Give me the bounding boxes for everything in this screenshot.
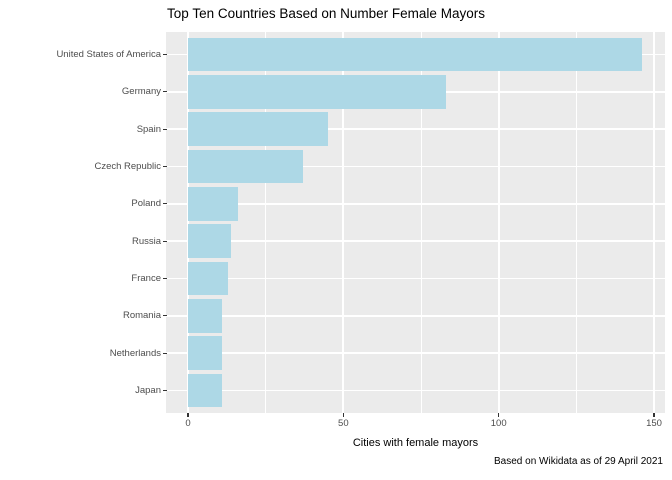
chart-caption: Based on Wikidata as of 29 April 2021 <box>494 456 663 467</box>
y-tick-mark <box>163 128 167 130</box>
bar <box>188 373 223 408</box>
y-tick-mark <box>163 165 167 168</box>
y-tick-mark <box>163 203 167 205</box>
y-tick-mark <box>163 277 167 280</box>
grid-major-vline <box>497 32 500 413</box>
y-axis-label: Netherlands <box>109 347 161 359</box>
grid-major-vline <box>187 32 189 413</box>
y-tick-mark <box>163 389 167 392</box>
grid-hline <box>166 352 665 354</box>
grid-hline <box>166 315 665 317</box>
grid-major-vline <box>653 32 656 413</box>
grid-hline <box>166 128 665 130</box>
y-tick-mark <box>163 53 167 55</box>
x-tick-mark <box>342 413 344 417</box>
chart-title: Top Ten Countries Based on Number Female… <box>167 6 485 21</box>
y-axis-label: France <box>131 273 161 284</box>
x-tick-mark <box>653 413 655 417</box>
y-tick-mark <box>163 315 167 317</box>
bar <box>188 224 232 258</box>
y-axis-label: Romania <box>122 310 161 322</box>
x-axis-title: Cities with female mayors <box>352 437 479 449</box>
x-tick-label: 100 <box>490 418 507 429</box>
grid-minor-vline <box>265 32 267 413</box>
bar <box>188 187 238 221</box>
bar <box>188 336 223 370</box>
y-axis-label: Spain <box>136 123 161 135</box>
bar <box>188 299 223 333</box>
grid-hline <box>166 240 665 242</box>
grid-hline <box>166 389 665 392</box>
grid-hline <box>166 165 665 168</box>
y-axis-label: United States of America <box>56 48 161 60</box>
bar <box>188 37 642 72</box>
y-tick-mark <box>163 240 167 242</box>
x-tick-mark <box>187 413 189 417</box>
grid-minor-vline <box>420 32 422 413</box>
grid-minor-vline <box>575 32 577 413</box>
bar <box>188 74 446 109</box>
grid-hline <box>166 203 665 205</box>
x-tick-label: 150 <box>646 418 662 429</box>
bar <box>188 261 229 296</box>
y-axis-label: Czech Republic <box>94 160 161 172</box>
y-axis-label: Germany <box>121 86 161 98</box>
plot-panel <box>166 32 665 413</box>
x-tick-mark <box>498 413 500 417</box>
grid-major-vline <box>342 32 345 413</box>
x-tick-label: 50 <box>338 418 349 429</box>
y-tick-mark <box>163 91 167 93</box>
y-axis-label: Poland <box>131 198 161 210</box>
x-tick-label: 0 <box>185 418 191 429</box>
y-tick-mark <box>163 352 167 354</box>
grid-hline <box>166 277 665 280</box>
y-axis-label: Russia <box>131 235 161 247</box>
bar <box>188 112 328 146</box>
bar <box>188 149 303 184</box>
y-axis-label: Japan <box>135 385 161 397</box>
